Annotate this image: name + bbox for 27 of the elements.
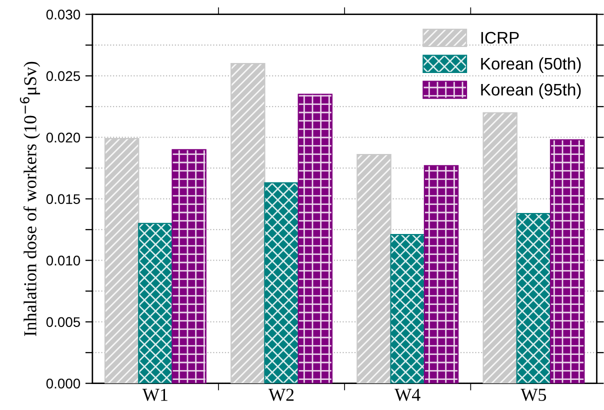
legend-label: ICRP xyxy=(481,32,519,44)
y-axis-title: Inhalation dose of workers (10$^{−6}$μSv) xyxy=(20,62,40,336)
bar xyxy=(230,62,266,384)
bar xyxy=(424,165,459,384)
y-tick-label: 0.000 xyxy=(46,378,80,389)
y-tick-label: 0.005 xyxy=(46,317,80,328)
bar xyxy=(482,112,518,384)
y-tick-label: 0.010 xyxy=(46,256,80,266)
bar xyxy=(356,154,392,384)
bar xyxy=(264,182,299,384)
bar xyxy=(390,234,425,384)
bar xyxy=(138,222,173,384)
y-tick-label: 0.015 xyxy=(46,194,80,204)
x-tick-label: W5 xyxy=(520,388,546,402)
bar xyxy=(550,139,585,384)
x-tick-label: W4 xyxy=(394,388,420,402)
bar xyxy=(298,94,333,384)
x-tick-label: W2 xyxy=(268,388,294,402)
y-tick-label: 0.030 xyxy=(46,10,80,20)
bar xyxy=(172,149,206,384)
y-tick-label: 0.020 xyxy=(46,132,80,143)
bar xyxy=(516,213,552,384)
legend-label: Korean (50th) xyxy=(481,57,581,73)
x-tick-label: W1 xyxy=(142,388,168,402)
legend-label: Korean (95th) xyxy=(481,83,581,99)
bar xyxy=(104,138,140,384)
y-tick-label: 0.025 xyxy=(46,71,80,82)
